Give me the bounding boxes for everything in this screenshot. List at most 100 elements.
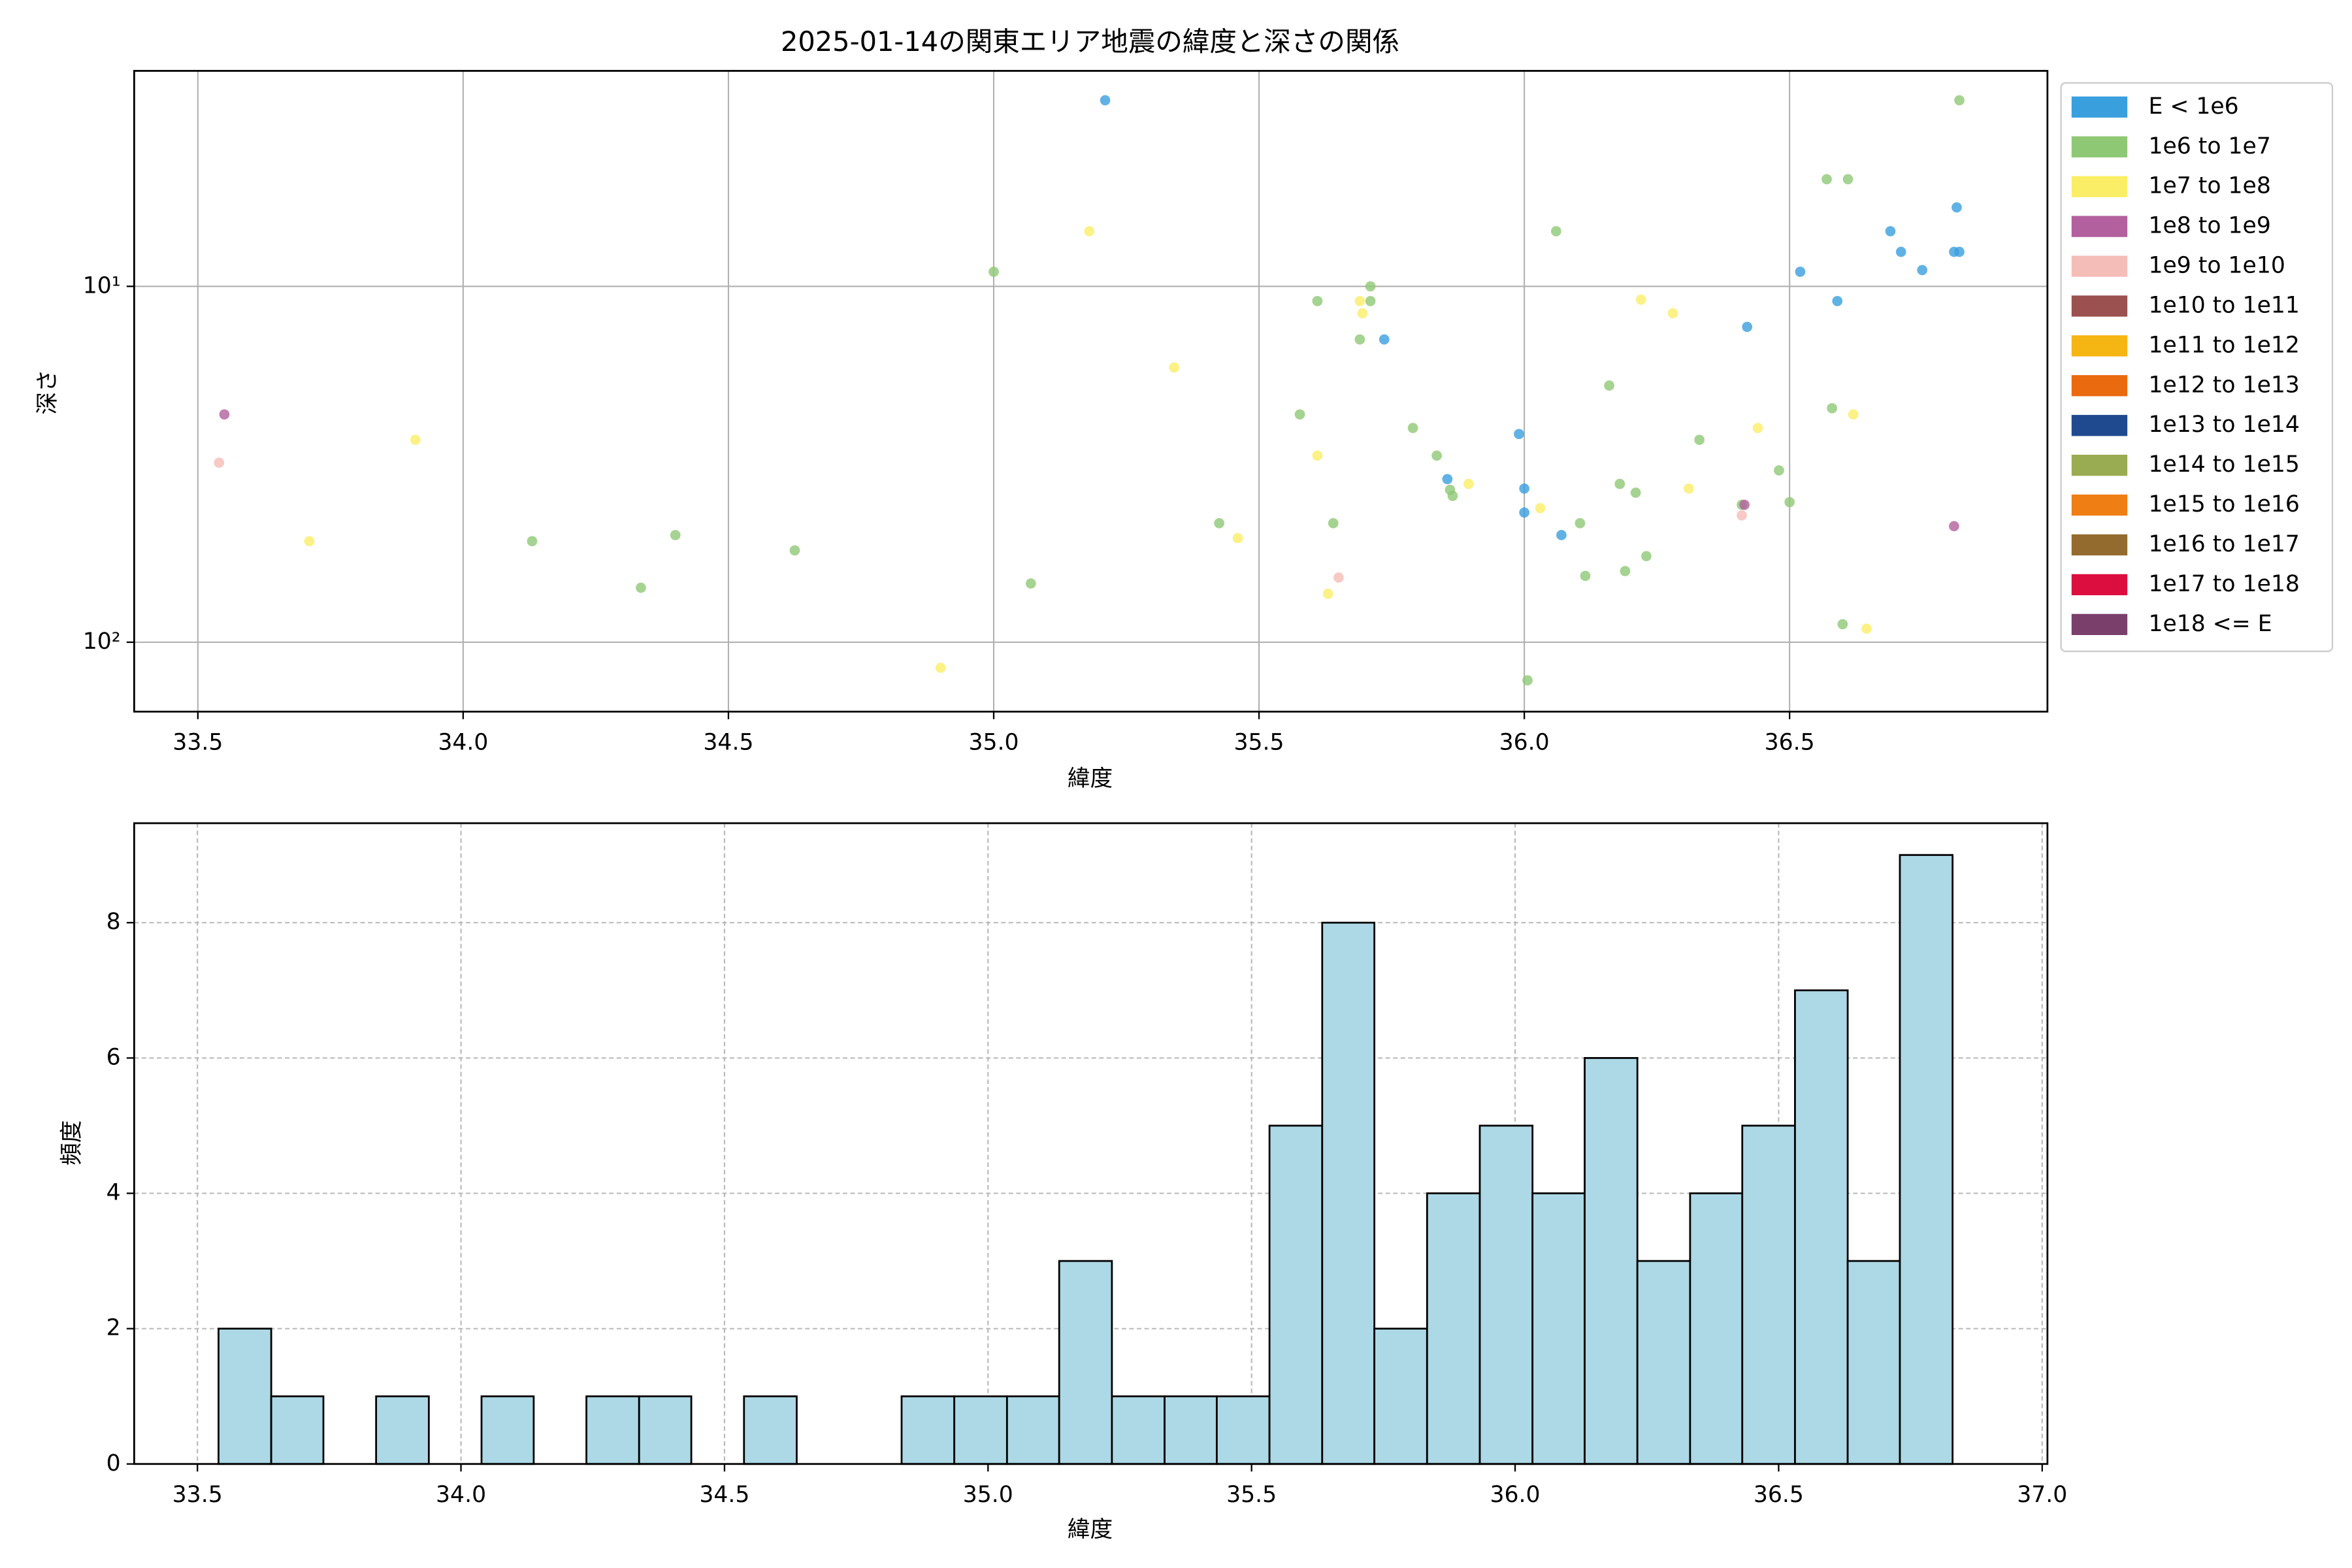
point <box>1952 202 1962 213</box>
point <box>1694 434 1705 446</box>
legend-label: 1e10 to 1e11 <box>2148 292 2299 318</box>
legend-swatch <box>2071 335 2128 357</box>
x-tick-label: 36.0 <box>1490 1482 1541 1508</box>
bar <box>218 1328 272 1465</box>
point <box>1739 499 1750 510</box>
point <box>1784 497 1795 508</box>
point <box>1949 521 1959 532</box>
point <box>1832 295 1843 306</box>
bar <box>1164 1395 1218 1465</box>
point <box>1407 423 1418 433</box>
bar <box>1058 1260 1113 1465</box>
point <box>1827 402 1837 414</box>
bar <box>1321 921 1376 1465</box>
legend-label: 1e12 to 1e13 <box>2148 372 2299 398</box>
x-tick-label: 34.5 <box>699 1482 749 1508</box>
point <box>1774 465 1784 476</box>
point <box>1354 295 1365 306</box>
x-tick-label: 36.5 <box>1754 1482 1804 1508</box>
x-tick-label: 36.5 <box>1765 730 1815 756</box>
legend-label: 1e9 to 1e10 <box>2148 253 2285 279</box>
point <box>1604 380 1614 391</box>
point <box>1752 423 1763 433</box>
point <box>1442 474 1453 485</box>
point <box>410 434 421 446</box>
x-tick-label: 37.0 <box>2017 1482 2067 1508</box>
point <box>1333 572 1344 583</box>
plot-frame <box>133 822 2049 1465</box>
point <box>1821 174 1832 185</box>
legend-swatch <box>2071 96 2128 118</box>
point <box>1684 483 1694 494</box>
legend-label: 1e8 to 1e9 <box>2148 213 2270 239</box>
point <box>1550 226 1561 237</box>
x-tick-label: 35.5 <box>1234 730 1284 756</box>
legend-swatch <box>2071 415 2128 436</box>
legend-swatch <box>2071 534 2128 556</box>
point <box>1895 246 1906 257</box>
legend-swatch <box>2071 176 2128 197</box>
bar <box>1216 1395 1271 1465</box>
legend-label: 1e13 to 1e14 <box>2148 412 2299 438</box>
x-tick-label: 33.5 <box>172 1482 223 1508</box>
legend-label: E < 1e6 <box>2148 93 2238 120</box>
point <box>1667 308 1678 319</box>
y-axis-label: 頻度 <box>59 1120 85 1166</box>
point <box>1463 478 1474 489</box>
bar <box>585 1395 640 1465</box>
point <box>1447 491 1458 501</box>
point <box>1357 308 1368 319</box>
legend-swatch <box>2071 574 2128 596</box>
point <box>988 267 999 277</box>
bar <box>1794 989 1849 1465</box>
plot-frame <box>133 70 2049 713</box>
point <box>304 536 315 547</box>
point <box>935 662 946 673</box>
x-tick-label: 33.5 <box>172 730 223 756</box>
bar <box>1584 1056 1639 1465</box>
point <box>1641 551 1652 562</box>
x-tick-label: 34.0 <box>438 730 488 756</box>
bar <box>1426 1192 1481 1465</box>
point <box>1885 226 1896 237</box>
legend-label: 1e6 to 1e7 <box>2148 133 2270 159</box>
point <box>1026 578 1036 589</box>
point <box>1795 267 1806 277</box>
point <box>1294 409 1305 420</box>
x-tick-label: 36.0 <box>1499 730 1550 756</box>
point <box>219 409 230 420</box>
point <box>1322 589 1333 599</box>
point <box>1214 517 1224 529</box>
point <box>1232 532 1243 544</box>
x-axis-label: 緯度 <box>1068 766 1113 792</box>
legend-label: 1e18 <= E <box>2148 611 2272 637</box>
bar <box>1846 1260 1901 1465</box>
point <box>1365 295 1376 306</box>
bar <box>1741 1124 1796 1465</box>
point <box>1535 502 1546 514</box>
y-tick-label: 4 <box>106 1180 121 1206</box>
y-tick-label: 10² <box>83 629 121 655</box>
point <box>1635 294 1646 305</box>
bar <box>1478 1124 1534 1465</box>
x-tick-label: 35.5 <box>1226 1482 1277 1508</box>
bar <box>638 1395 693 1465</box>
bar <box>1531 1192 1586 1465</box>
point <box>1169 362 1179 373</box>
point <box>1514 429 1524 440</box>
legend-swatch <box>2071 375 2128 397</box>
bar <box>270 1395 325 1465</box>
legend-swatch <box>2071 613 2128 635</box>
y-tick-label: 10¹ <box>83 272 121 299</box>
point <box>1575 517 1586 529</box>
x-tick-label: 34.0 <box>436 1482 486 1508</box>
point <box>1431 450 1442 461</box>
point <box>1842 174 1854 185</box>
legend-swatch <box>2071 216 2128 237</box>
point <box>1580 570 1591 581</box>
point <box>1522 675 1533 686</box>
point <box>1614 478 1625 489</box>
legend-label: 1e7 to 1e8 <box>2148 173 2270 199</box>
